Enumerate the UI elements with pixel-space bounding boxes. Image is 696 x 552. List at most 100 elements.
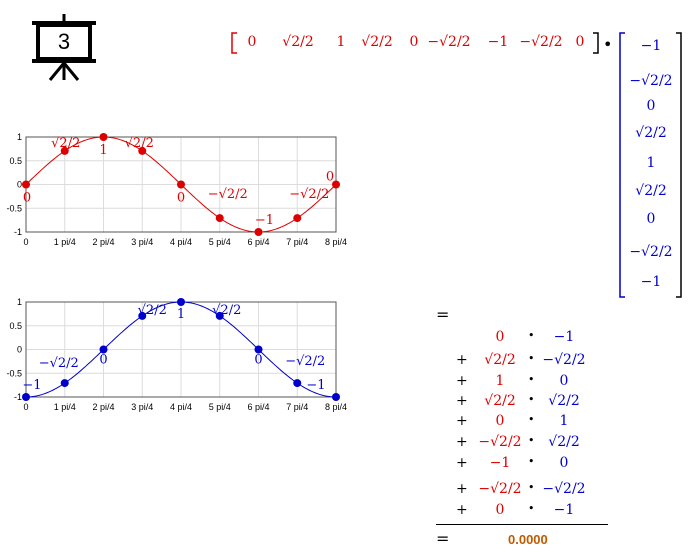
row-vector-entry: −√2/2 <box>519 34 563 50</box>
product-term-a: √2/2 <box>484 352 516 368</box>
slide-number: 3 <box>57 29 71 54</box>
x-tick-label: 0 <box>23 402 28 412</box>
y-tick-label: -1 <box>14 392 22 402</box>
product-dot: • <box>528 413 535 426</box>
product-dot: • <box>528 502 535 515</box>
x-tick-label: 7 pi/4 <box>286 402 308 412</box>
point-label: √2/2 <box>212 303 241 318</box>
y-tick-label: 1 <box>17 132 22 142</box>
x-tick-label: 4 pi/4 <box>170 237 192 247</box>
row-vector-entry: √2/2 <box>282 34 314 50</box>
product-term-a: −√2/2 <box>478 481 522 497</box>
y-tick-label: -1 <box>14 227 22 237</box>
equals-sign-top: = <box>436 305 450 324</box>
data-point <box>99 133 108 141</box>
product-term-a: 1 <box>495 373 505 389</box>
result-value: 0.0000 <box>508 532 548 547</box>
product-term-b: −1 <box>553 329 575 345</box>
row-vector-entry: 0 <box>409 34 419 50</box>
column-vector-entry: −1 <box>640 38 662 54</box>
x-tick-label: 3 pi/4 <box>131 402 153 412</box>
y-tick-label: -0.5 <box>6 368 22 378</box>
column-vector-entry: √2/2 <box>635 125 667 141</box>
row-vector-entry: 1 <box>336 34 346 50</box>
data-point <box>293 214 302 223</box>
product-term-b: −√2/2 <box>542 481 586 497</box>
product-term-a: −1 <box>489 455 511 471</box>
plus-sign: + <box>456 481 468 497</box>
point-label: −1 <box>22 378 41 393</box>
column-vector-entry: −1 <box>640 274 662 290</box>
plus-sign: + <box>456 352 468 368</box>
y-tick-label: 0 <box>17 345 22 355</box>
point-label: 0 <box>177 191 185 206</box>
point-label: √2/2 <box>138 303 167 318</box>
x-tick-label: 7 pi/4 <box>286 237 308 247</box>
x-tick-label: 5 pi/4 <box>209 402 231 412</box>
row-vector-entry: 0 <box>575 34 585 50</box>
product-term-a: 0 <box>495 413 505 429</box>
point-label: −√2/2 <box>39 356 79 371</box>
point-label: 1 <box>99 143 107 158</box>
point-label: 0 <box>23 191 31 206</box>
column-vector-entry: √2/2 <box>635 183 667 199</box>
point-label: 0 <box>99 353 107 368</box>
point-label: 0 <box>254 353 262 368</box>
product-term-b: −1 <box>553 502 575 518</box>
x-tick-label: 8 pi/4 <box>325 237 347 247</box>
product-dot: • <box>528 352 535 365</box>
plus-sign: + <box>456 393 468 409</box>
point-label: 1 <box>177 307 185 322</box>
plus-sign: + <box>456 434 468 450</box>
product-term-a: √2/2 <box>484 393 516 409</box>
data-point <box>22 180 30 189</box>
y-tick-label: 1 <box>17 297 22 307</box>
plus-sign: + <box>456 413 468 429</box>
data-point <box>99 345 108 354</box>
point-label: −1 <box>306 378 325 393</box>
y-tick-label: -0.5 <box>6 203 22 213</box>
data-point <box>293 379 302 388</box>
product-term-a: 0 <box>495 502 505 518</box>
sum-divider <box>436 524 608 525</box>
data-point <box>215 311 224 320</box>
x-tick-label: 0 <box>23 237 28 247</box>
column-vector-entry: 1 <box>646 155 656 171</box>
column-vector-entry: 0 <box>646 211 656 227</box>
y-tick-label: 0 <box>17 180 22 190</box>
column-vector-brackets <box>619 32 682 298</box>
data-point <box>332 393 340 401</box>
point-label: −√2/2 <box>208 187 248 202</box>
row-vector-brackets <box>231 32 599 54</box>
equals-sign-bottom: = <box>436 529 450 548</box>
data-point <box>332 180 340 189</box>
plus-sign: + <box>456 455 468 471</box>
data-point <box>138 146 147 155</box>
plus-sign: + <box>456 373 468 389</box>
column-vector-entry: −√2/2 <box>629 244 673 260</box>
row-vector-entry: 0 <box>247 34 257 50</box>
y-tick-label: 0.5 <box>9 156 22 166</box>
product-term-a: −√2/2 <box>478 434 522 450</box>
dot-operator: • <box>603 35 613 54</box>
x-tick-label: 6 pi/4 <box>247 402 269 412</box>
point-label: −√2/2 <box>285 354 325 369</box>
row-vector-entry: √2/2 <box>361 34 393 50</box>
product-dot: • <box>528 455 535 468</box>
x-tick-label: 2 pi/4 <box>92 237 114 247</box>
point-label: √2/2 <box>51 136 80 151</box>
product-dot: • <box>528 434 535 447</box>
data-point <box>254 228 263 236</box>
product-term-a: 0 <box>495 329 505 345</box>
product-dot: • <box>528 329 535 342</box>
point-label: −1 <box>255 213 274 228</box>
row-vector-entry: −√2/2 <box>427 34 471 50</box>
slide-indicator: 3 <box>30 12 98 82</box>
data-point <box>60 379 69 388</box>
red-chart: 0 1 pi/4 2 pi/4 3 pi/4 4 pi/4 5 pi/4 6 pi/4 7 p… <box>6 132 347 247</box>
x-tick-label: 1 pi/4 <box>54 237 76 247</box>
data-point <box>60 146 69 155</box>
x-tick-label: 4 pi/4 <box>170 402 192 412</box>
point-label: √2/2 <box>125 136 154 151</box>
data-point <box>254 345 263 354</box>
